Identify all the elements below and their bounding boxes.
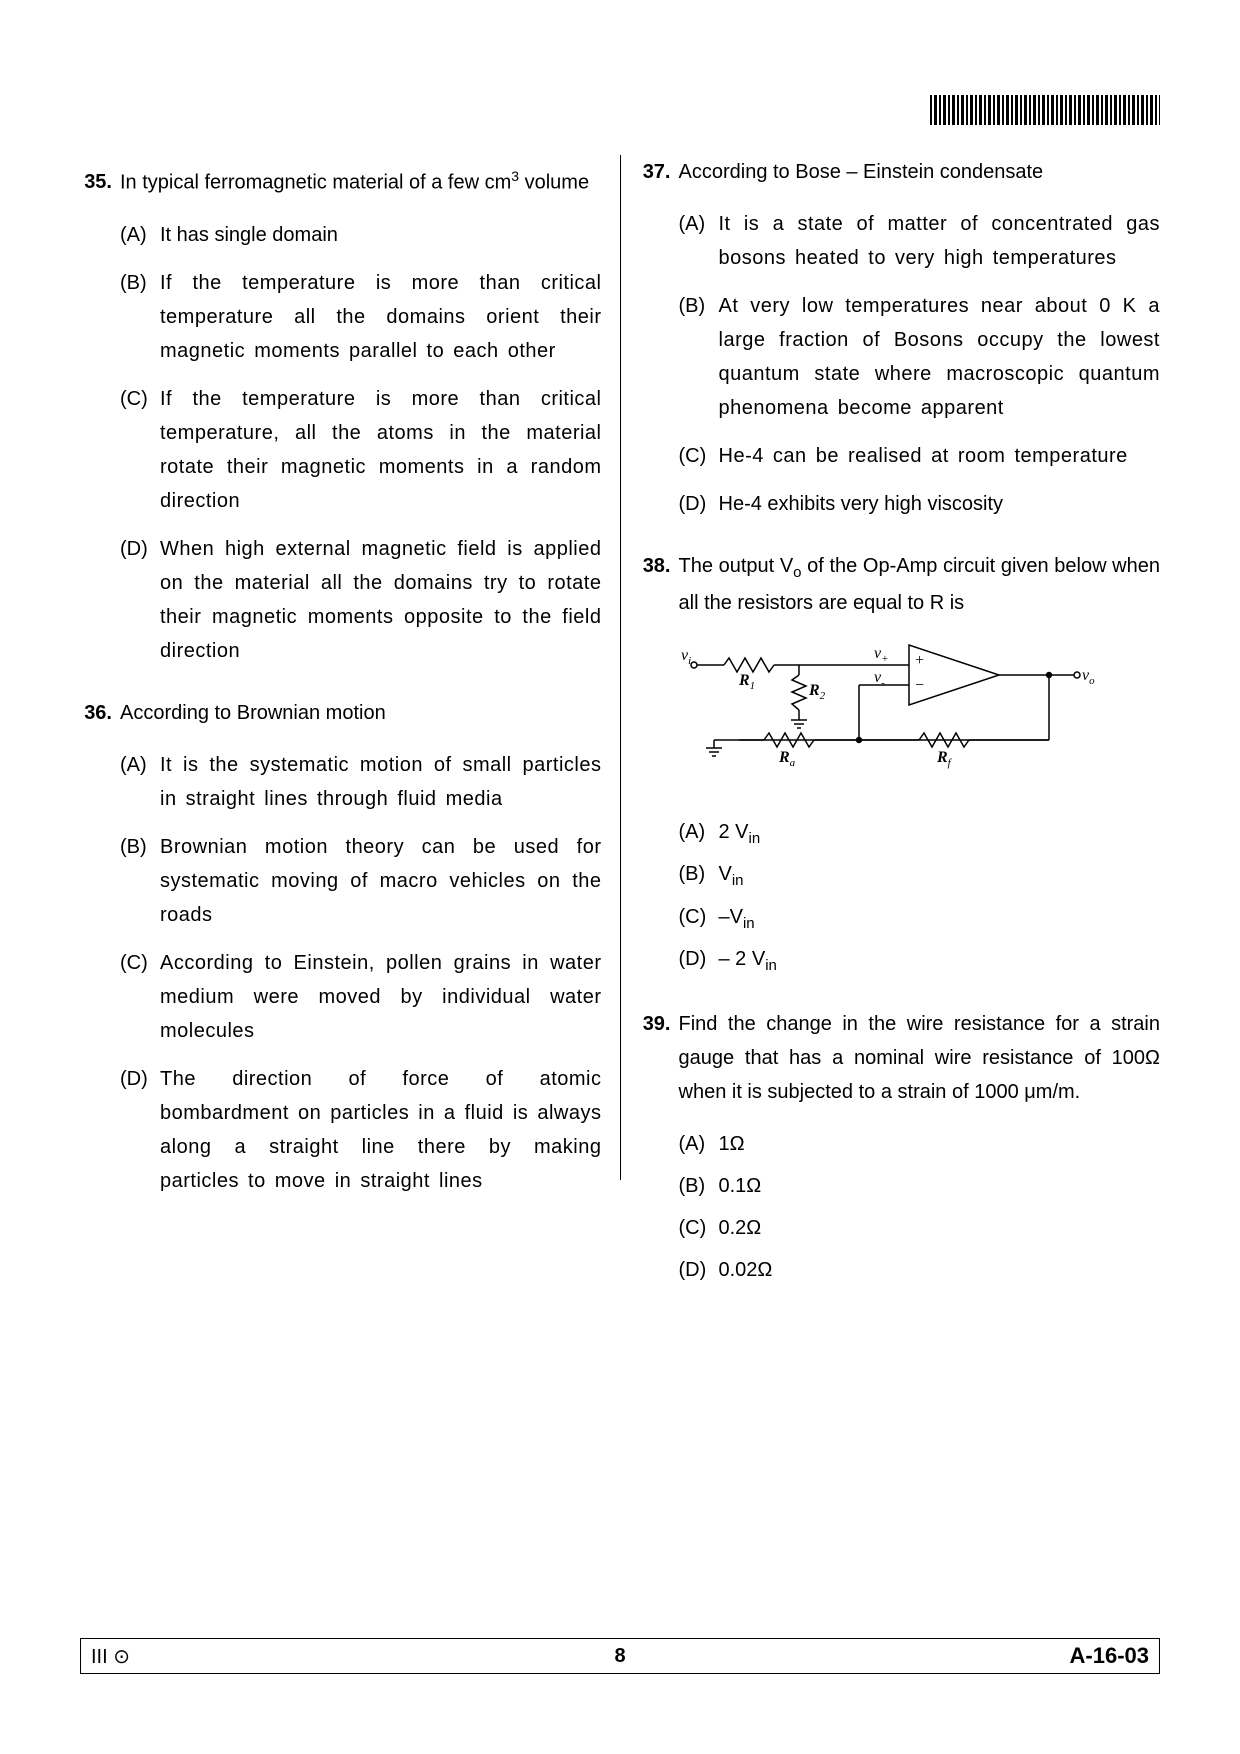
q36-opt-b-label: (B) xyxy=(120,830,160,932)
q39-text: Find the change in the wire resistance f… xyxy=(679,1007,1161,1109)
q38-opt-d-text: – 2 Vin xyxy=(719,942,1161,979)
q37-opt-c-label: (C) xyxy=(679,439,719,473)
q39-opt-d-label: (D) xyxy=(679,1253,719,1287)
svg-text:−: − xyxy=(915,677,924,694)
footer-page-number: 8 xyxy=(614,1645,625,1668)
q36-opt-a-label: (A) xyxy=(120,748,160,816)
svg-text:νo: νo xyxy=(1082,667,1095,687)
footer-left: III ⊙ xyxy=(91,1644,130,1669)
q35-opt-d-label: (D) xyxy=(120,532,160,668)
q37-opt-a-label: (A) xyxy=(679,207,719,275)
q35-opt-b-text: If the temperature is more than critical… xyxy=(160,266,602,368)
q38-opt-a-label: (A) xyxy=(679,815,719,852)
q38-opt-a-text: 2 Vin xyxy=(719,815,1161,852)
svg-text:R2: R2 xyxy=(808,682,826,702)
question-39: 39. Find the change in the wire resistan… xyxy=(639,1007,1161,1287)
q36-opt-d-text: The direction of force of atomic bombard… xyxy=(160,1062,602,1198)
footer-code: A-16-03 xyxy=(1070,1643,1149,1669)
svg-text:R1: R1 xyxy=(738,672,755,692)
svg-text:ν+: ν+ xyxy=(874,645,889,665)
q38-opt-d-label: (D) xyxy=(679,942,719,979)
q35-number: 35. xyxy=(80,165,120,200)
q39-opt-a-label: (A) xyxy=(679,1127,719,1161)
q39-opt-c-text: 0.2Ω xyxy=(719,1211,1161,1245)
q39-opt-b-label: (B) xyxy=(679,1169,719,1203)
q35-text: In typical ferromagnetic material of a f… xyxy=(120,165,602,200)
q35-opt-a-label: (A) xyxy=(120,218,160,252)
question-38: 38. The output Vo of the Op-Amp circuit … xyxy=(639,549,1161,979)
q38-opt-b-label: (B) xyxy=(679,857,719,894)
q39-number: 39. xyxy=(639,1007,679,1109)
q37-opt-c-text: He-4 can be realised at room temperature xyxy=(719,439,1161,473)
q38-number: 38. xyxy=(639,549,679,620)
q37-opt-b-text: At very low temperatures near about 0 K … xyxy=(719,289,1161,425)
q36-opt-c-text: According to Einstein, pollen grains in … xyxy=(160,946,602,1048)
left-column: 35. In typical ferromagnetic material of… xyxy=(80,115,620,1125)
barcode xyxy=(930,95,1160,125)
svg-text:ν-: ν- xyxy=(874,669,885,689)
q35-opt-c-text: If the temperature is more than critical… xyxy=(160,382,602,518)
q39-opt-a-text: 1Ω xyxy=(719,1127,1161,1161)
svg-text:Ra: Ra xyxy=(778,749,796,769)
q35-opt-d-text: When high external magnetic field is app… xyxy=(160,532,602,668)
right-column: 37. According to Bose – Einstein condens… xyxy=(621,115,1161,1125)
q36-opt-a-text: It is the systematic motion of small par… xyxy=(160,748,602,816)
q39-opt-c-label: (C) xyxy=(679,1211,719,1245)
question-35: 35. In typical ferromagnetic material of… xyxy=(80,165,602,668)
q36-opt-c-label: (C) xyxy=(120,946,160,1048)
svg-text:νi: νi xyxy=(681,647,691,667)
q38-text-sub: o xyxy=(793,564,801,581)
q36-opt-b-text: Brownian motion theory can be used for s… xyxy=(160,830,602,932)
q38-opt-b-text: Vin xyxy=(719,857,1161,894)
q36-number: 36. xyxy=(80,696,120,730)
q37-opt-b-label: (B) xyxy=(679,289,719,425)
q38-text-pre: The output V xyxy=(679,555,794,577)
q36-opt-d-label: (D) xyxy=(120,1062,160,1198)
question-37: 37. According to Bose – Einstein condens… xyxy=(639,155,1161,521)
q38-text: The output Vo of the Op-Amp circuit give… xyxy=(679,549,1161,620)
page-footer: III ⊙ 8 A-16-03 xyxy=(80,1638,1160,1674)
opamp-circuit-diagram: νi R1 R2 ν+ ν- + − νo Ra Rf xyxy=(679,630,1099,770)
q35-opt-a-text: It has single domain xyxy=(160,218,602,252)
question-36: 36. According to Brownian motion (A)It i… xyxy=(80,696,602,1198)
q36-text: According to Brownian motion xyxy=(120,696,602,730)
svg-text:Rf: Rf xyxy=(936,749,953,769)
q37-text: According to Bose – Einstein condensate xyxy=(679,155,1161,189)
q37-opt-a-text: It is a state of matter of concentrated … xyxy=(719,207,1161,275)
q37-opt-d-label: (D) xyxy=(679,487,719,521)
q38-opt-c-text: –Vin xyxy=(719,900,1161,937)
q39-opt-b-text: 0.1Ω xyxy=(719,1169,1161,1203)
q35-opt-c-label: (C) xyxy=(120,382,160,518)
q39-opt-d-text: 0.02Ω xyxy=(719,1253,1161,1287)
q37-number: 37. xyxy=(639,155,679,189)
svg-text:+: + xyxy=(915,652,924,669)
q38-opt-c-label: (C) xyxy=(679,900,719,937)
q35-opt-b-label: (B) xyxy=(120,266,160,368)
q37-opt-d-text: He-4 exhibits very high viscosity xyxy=(719,487,1161,521)
